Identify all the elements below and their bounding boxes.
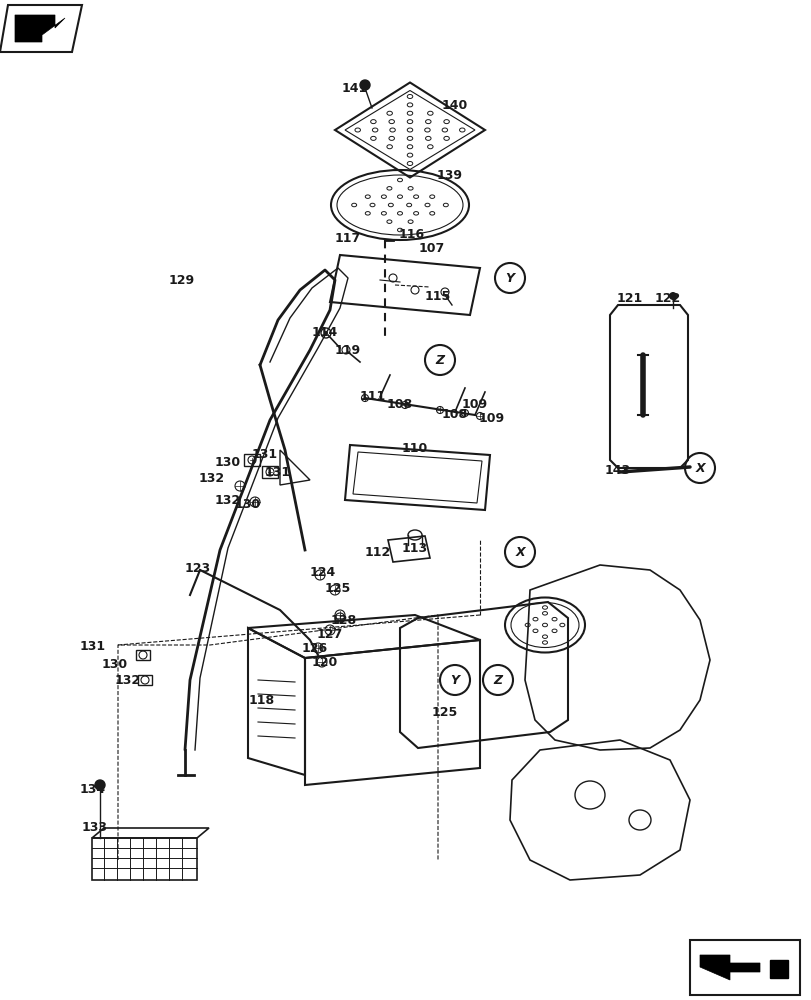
Text: 112: 112 [364,546,391,560]
Text: 114: 114 [311,326,337,340]
Text: 111: 111 [359,389,386,402]
Text: 121: 121 [616,292,642,304]
Text: 125: 125 [324,582,350,594]
Bar [262,466,277,478]
Text: 118: 118 [249,694,275,706]
Text: 122: 122 [654,292,680,304]
Bar [243,454,260,466]
Text: 139: 139 [436,169,462,182]
Text: 117: 117 [334,232,361,244]
Text: 108: 108 [387,398,413,412]
Text: 130: 130 [102,658,128,672]
Text: 131: 131 [79,641,106,654]
Circle shape [324,331,328,335]
Text: 119: 119 [334,344,361,357]
Bar [769,960,787,978]
Text: 132: 132 [115,674,141,686]
Polygon shape [15,15,65,42]
Text: 131: 131 [251,448,277,462]
Text: 115: 115 [424,290,451,302]
Text: X: X [694,462,704,475]
Text: 133: 133 [82,821,108,834]
Text: 125: 125 [431,706,457,718]
Text: Y: Y [450,674,459,686]
Text: 123: 123 [185,562,211,574]
Text: 128: 128 [331,613,357,626]
Text: 132: 132 [215,493,241,506]
Text: 131: 131 [264,466,290,479]
Text: 107: 107 [418,241,444,254]
Text: 116: 116 [398,229,424,241]
Text: Y: Y [505,271,514,284]
Text: X: X [514,546,524,558]
Text: 129: 129 [169,273,195,286]
Text: 143: 143 [604,464,630,477]
Text: 127: 127 [316,629,343,642]
Text: 108: 108 [441,408,467,422]
Bar [138,675,152,685]
Bar [689,940,799,995]
Text: 130: 130 [234,497,261,510]
Bar [135,650,150,660]
Circle shape [668,292,676,300]
Text: 109: 109 [478,412,504,424]
Polygon shape [699,955,759,980]
Text: Z: Z [493,674,502,686]
Text: 126: 126 [302,643,328,656]
Text: 124: 124 [310,566,336,578]
Text: 113: 113 [401,542,427,554]
Circle shape [359,80,370,90]
Text: 134: 134 [79,783,106,796]
Text: 140: 140 [441,99,468,112]
Text: 109: 109 [461,398,487,412]
Circle shape [95,780,105,790]
Text: 130: 130 [215,456,241,468]
Text: 120: 120 [311,656,337,670]
Text: 132: 132 [199,472,225,485]
Text: 141: 141 [341,82,367,95]
Text: 110: 110 [401,442,427,454]
Text: Z: Z [435,354,444,366]
